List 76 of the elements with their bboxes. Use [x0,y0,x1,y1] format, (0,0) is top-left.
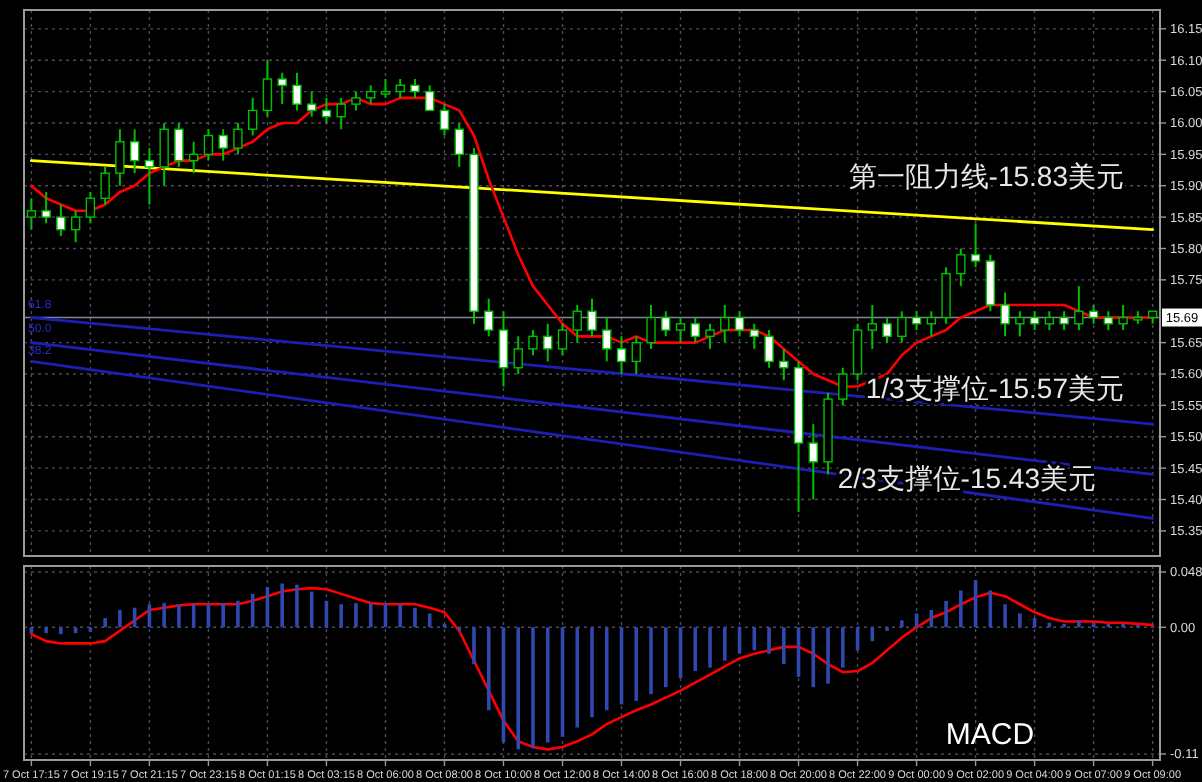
candlestick [572,303,582,344]
candlestick [366,84,376,106]
candlestick [247,96,258,137]
candlestick [233,121,243,156]
candlestick [675,316,686,344]
candlestick [587,297,597,338]
text: MACD [945,718,1035,752]
candlestick [1059,310,1069,332]
candlestick [351,90,361,112]
candlestick [631,335,641,375]
candlestick [528,329,538,357]
candlestick [852,322,863,382]
candlestick [174,121,184,168]
candlestick [543,322,553,363]
candlestick [1118,303,1128,332]
candlestick [1015,310,1025,338]
candlestick [897,310,907,344]
annotation: 1/3支撑位-15.57美元 [865,372,1124,405]
candlestick [85,191,96,225]
candlestick [1044,310,1055,332]
candlestick [115,128,125,187]
candlestick [838,366,848,407]
candlestick [734,310,745,338]
candlestick [498,310,509,388]
candlestick [262,59,273,118]
annotation: 第一阻力线-15.83美元 [848,160,1124,193]
candlestick [292,71,302,112]
candlestick [779,347,789,382]
candlestick [764,329,774,369]
candlestick [56,203,66,237]
candlestick [941,266,951,325]
candlestick [395,78,405,99]
candlestick [616,335,627,375]
candlestick [454,121,464,168]
candlestick [1000,291,1010,338]
candlestick [484,297,494,338]
candlestick [646,303,656,350]
line-series [30,586,1154,751]
candlestick [749,322,759,350]
candlestick [1074,285,1084,332]
candlestick [218,128,228,162]
candlestick [321,96,332,124]
candlestick [336,96,346,131]
candlestick [410,78,420,99]
candlestick [956,247,966,288]
candlestick [26,197,37,231]
candlestick [690,316,700,344]
candlestick [439,103,450,137]
candlestick [70,209,81,244]
candlestick [705,322,715,350]
candlestick [661,310,671,338]
candlestick [1088,303,1099,325]
candlestick [100,165,110,206]
candlestick [602,316,612,363]
candlestick [985,253,996,313]
candlestick [277,71,287,106]
candlestick [306,90,317,118]
candlestick [926,310,937,338]
candlestick [970,222,981,269]
candlestick [1103,310,1114,332]
candlestick [720,303,730,344]
candlestick [380,78,391,99]
candlestick [129,128,140,175]
candlestick [513,335,523,375]
candlestick [882,316,892,344]
candlestick [188,140,199,175]
candlestick [41,191,51,225]
candlestick [808,423,818,501]
candlestick [867,303,878,350]
candlestick [1029,310,1040,332]
candlestick [159,121,169,187]
candlestick [911,310,922,332]
candlestick [203,128,214,162]
candlestick [557,322,568,357]
candlestick [144,147,155,206]
candlestick [425,84,435,112]
